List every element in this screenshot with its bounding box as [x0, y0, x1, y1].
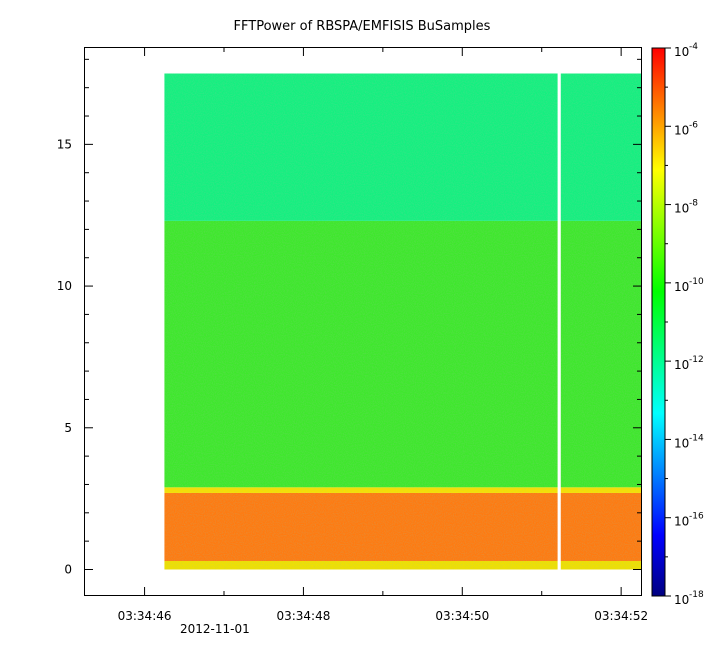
chart-title: FFTPower of RBSPA/EMFISIS BuSamples — [234, 19, 491, 34]
colorbar-tick-label: 10 — [674, 123, 689, 137]
plot-frame — [84, 47, 642, 596]
colorbar-tick-exponent: -8 — [689, 199, 698, 209]
colorbar-tick-exponent: -6 — [689, 120, 698, 130]
colorbar-tick-exponent: -4 — [689, 42, 698, 52]
x-tick-label: 03:34:48 — [276, 609, 330, 623]
x-tick-label: 03:34:52 — [594, 609, 648, 623]
y-tick-label: 15 — [57, 137, 72, 151]
colorbar-tick-label: 10 — [674, 202, 689, 216]
colorbar-tick-label: 10 — [674, 436, 689, 450]
colorbar — [651, 47, 666, 597]
colorbar-tick-label: 10 — [674, 45, 689, 59]
y-tick-label: 5 — [64, 421, 72, 435]
x-date-label: 2012-11-01 — [180, 622, 250, 636]
x-tick-label: 03:34:46 — [118, 609, 172, 623]
colorbar-tick-exponent: -12 — [689, 355, 704, 365]
y-axis: 0 5 10 15 — [57, 58, 641, 576]
x-tick-label: 03:34:50 — [435, 609, 489, 623]
x-axis: 03:34:46 03:34:48 03:34:50 03:34:52 — [118, 48, 648, 623]
spectrogram-texture-dark — [164, 73, 641, 570]
y-tick-label: 0 — [64, 562, 72, 576]
data-gap — [557, 72, 561, 571]
spectrogram-area — [164, 72, 641, 571]
colorbar-tick-exponent: -10 — [689, 277, 704, 287]
colorbar-tick-label: 10 — [674, 358, 689, 372]
colorbar-tick-exponent: -16 — [689, 512, 704, 522]
colorbar-tick-label: 10 — [674, 515, 689, 529]
colorbar-tick-label: 10 — [674, 593, 689, 607]
colorbar-tick-exponent: -18 — [689, 590, 704, 600]
colorbar-tick-label: 10 — [674, 280, 689, 294]
y-tick-label: 10 — [57, 279, 72, 293]
colorbar-tick-exponent: -14 — [689, 433, 704, 443]
